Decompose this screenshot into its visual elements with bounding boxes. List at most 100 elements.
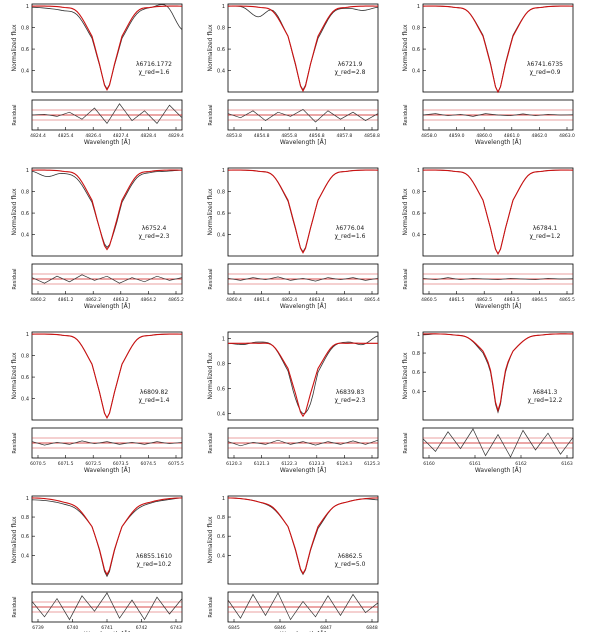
flux-axis-label: Normalized flux <box>11 352 18 400</box>
flux-axes-frame <box>31 167 183 257</box>
wavelength-axis-label: Wavelength [Å] <box>84 139 130 146</box>
y-tick-label: 0.4 <box>217 69 225 75</box>
x-tick-label: 6742 <box>136 625 148 631</box>
line-annotation: λ6784.1 <box>533 225 558 232</box>
y-tick-label: 0.8 <box>412 351 420 357</box>
chi-annotation: χ_red=12.2 <box>528 397 563 404</box>
flux-axis-label: Normalized flux <box>11 24 18 72</box>
x-tick-label: 6121.3 <box>254 461 270 467</box>
y-tick-label: 0.6 <box>21 211 29 217</box>
x-tick-label: 4825.4 <box>58 133 74 139</box>
x-tick-label: 4861.4 <box>254 297 270 303</box>
model-line <box>31 497 183 576</box>
chi-annotation: χ_red=5.0 <box>335 561 366 568</box>
flux-axes-frame <box>227 3 379 93</box>
x-tick-label: 4862.5 <box>476 297 492 303</box>
flux-axis-label: Normalized flux <box>207 24 214 72</box>
x-tick-label: 4863.2 <box>113 297 129 303</box>
x-tick-label: 6075.5 <box>168 461 184 467</box>
flux-axes-frame <box>227 331 379 421</box>
model-line <box>31 5 183 92</box>
y-tick-label: 0.6 <box>21 375 29 381</box>
residual-line <box>422 277 574 281</box>
residual-axis-label: Residual <box>403 432 409 453</box>
y-tick-label: 1 <box>222 168 225 174</box>
flux-axis-label: Normalized flux <box>402 24 409 72</box>
x-tick-label: 6120.3 <box>226 461 242 467</box>
line-annotation: λ6716.1772 <box>136 61 172 68</box>
x-tick-label: 4828.4 <box>141 133 157 139</box>
x-tick-label: 6739 <box>32 625 44 631</box>
y-tick-label: 0.4 <box>412 69 420 75</box>
x-tick-label: 6160 <box>423 461 435 467</box>
model-line <box>31 333 183 420</box>
y-tick-label: 0.6 <box>412 370 420 376</box>
y-tick-label: 0.4 <box>217 233 225 239</box>
y-tick-label: 0.8 <box>217 515 225 521</box>
x-tick-label: 6741 <box>101 625 113 631</box>
chi-annotation: χ_red=2.8 <box>335 69 366 76</box>
observed-line <box>31 4 183 90</box>
x-tick-label: 4863.5 <box>504 297 520 303</box>
model-line <box>31 169 183 251</box>
line-annotation: λ6862.5 <box>338 553 363 560</box>
flux-axes-frame <box>422 167 574 257</box>
flux-axes-frame <box>422 331 574 421</box>
y-tick-label: 0.4 <box>21 69 29 75</box>
model-line <box>227 169 379 254</box>
y-tick-label: 0.8 <box>21 190 29 196</box>
observed-line <box>422 169 574 255</box>
y-tick-label: 0.4 <box>21 553 29 559</box>
wavelength-axis-label: Wavelength [Å] <box>280 467 326 474</box>
line-annotation: λ6839.83 <box>336 389 365 396</box>
chi-annotation: χ_red=1.4 <box>139 397 170 404</box>
y-tick-label: 0.4 <box>412 389 420 395</box>
x-tick-label: 6125.3 <box>364 461 380 467</box>
y-tick-label: 0.8 <box>412 190 420 196</box>
x-tick-label: 4865.5 <box>559 297 575 303</box>
x-tick-label: 4855.8 <box>281 133 297 139</box>
x-tick-label: 6123.3 <box>309 461 325 467</box>
residual-line <box>227 592 379 621</box>
flux-axis-label: Normalized flux <box>207 516 214 564</box>
x-tick-label: 6848 <box>366 625 378 631</box>
wavelength-axis-label: Wavelength [Å] <box>475 139 521 146</box>
x-tick-label: 6074.5 <box>141 461 157 467</box>
y-tick-label: 0.6 <box>217 211 225 217</box>
y-tick-label: 0.8 <box>217 26 225 32</box>
y-tick-label: 0.8 <box>21 354 29 360</box>
flux-axis-label: Normalized flux <box>11 188 18 236</box>
panel-8: 1 0.8 0.6 0.4 Normalized flux λ6839.83χ_red=2… <box>207 331 380 474</box>
flux-axis-label: Normalized flux <box>402 188 409 236</box>
x-tick-label: 4854.8 <box>254 133 270 139</box>
observed-line <box>31 169 183 249</box>
x-tick-label: 4864.5 <box>532 297 548 303</box>
y-tick-label: 0.6 <box>217 534 225 540</box>
y-tick-label: 0.4 <box>21 397 29 403</box>
residual-line <box>227 108 379 123</box>
residual-axis-label: Residual <box>12 596 18 617</box>
wavelength-axis-label: Wavelength [Å] <box>475 467 521 474</box>
residual-axis-label: Residual <box>12 432 18 453</box>
x-tick-label: 4826.4 <box>85 133 101 139</box>
flux-axes-frame <box>31 3 183 93</box>
x-tick-label: 4860.5 <box>421 297 437 303</box>
y-tick-label: 0.8 <box>21 515 29 521</box>
line-annotation: λ6841.3 <box>533 389 558 396</box>
model-line <box>227 5 379 93</box>
x-tick-label: 6070.5 <box>30 461 46 467</box>
x-tick-label: 4857.8 <box>337 133 353 139</box>
model-line <box>227 497 379 575</box>
y-tick-label: 0.8 <box>412 26 420 32</box>
flux-axes-frame <box>227 495 379 585</box>
x-tick-label: 4861.5 <box>449 297 465 303</box>
x-tick-label: 6073.5 <box>113 461 129 467</box>
flux-axes-frame <box>422 3 574 93</box>
y-tick-label: 1 <box>417 332 420 338</box>
residual-line <box>227 439 379 447</box>
x-tick-label: 4862.4 <box>281 297 297 303</box>
